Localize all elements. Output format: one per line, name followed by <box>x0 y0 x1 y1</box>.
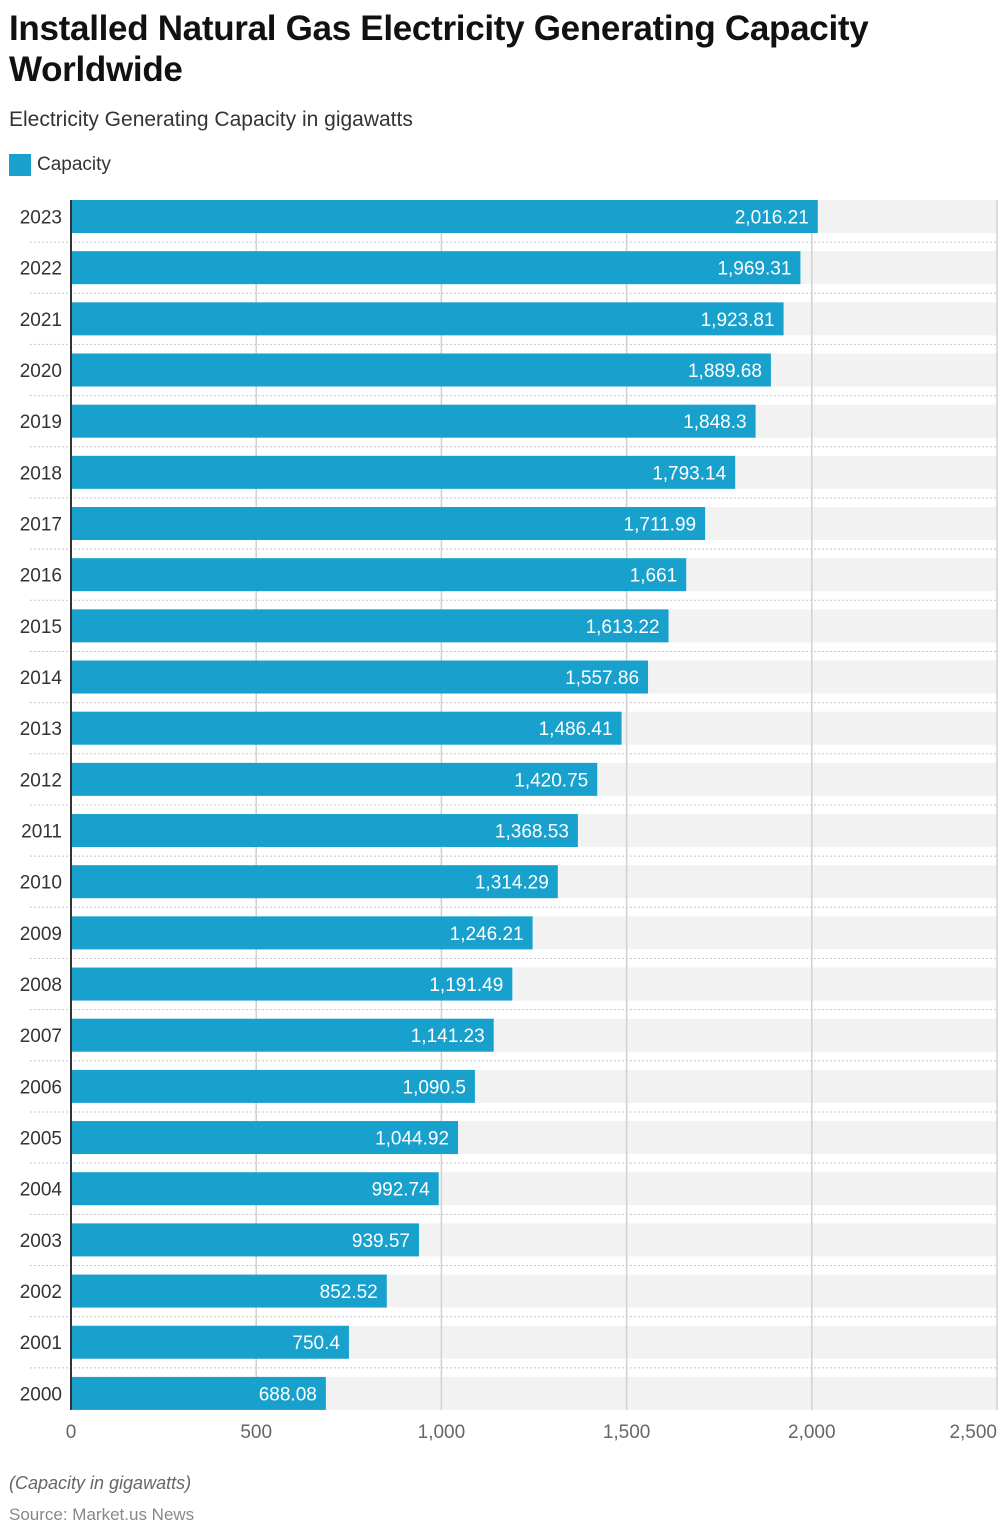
bar <box>71 1018 494 1052</box>
bar <box>71 200 818 233</box>
bar <box>71 404 756 438</box>
data-label: 1,246.21 <box>450 924 524 945</box>
x-tick-label: 1,500 <box>603 1422 651 1443</box>
chart-subtitle: Electricity Generating Capacity in gigaw… <box>9 108 413 131</box>
data-label: 1,661 <box>630 566 678 587</box>
x-tick-label: 2,500 <box>949 1422 997 1443</box>
data-label: 1,793.14 <box>652 463 726 484</box>
bar <box>71 1274 387 1308</box>
y-tick-label: 2020 <box>20 361 62 382</box>
data-label: 1,141.23 <box>411 1026 485 1047</box>
data-label: 1,848.3 <box>683 412 746 433</box>
bar <box>71 1069 475 1103</box>
bar <box>71 1325 349 1359</box>
bar <box>71 865 558 899</box>
data-label: 852.52 <box>320 1282 378 1303</box>
data-label: 1,613.22 <box>586 617 660 638</box>
y-tick-label: 2014 <box>20 668 63 689</box>
bar <box>71 455 736 489</box>
bar <box>71 660 649 694</box>
bar <box>71 251 801 285</box>
data-label: 688.08 <box>259 1384 317 1405</box>
data-label: 750.4 <box>292 1333 340 1354</box>
y-tick-label: 2006 <box>20 1077 62 1098</box>
chart-title: Installed Natural Gas Electricity Genera… <box>9 9 869 89</box>
y-tick-label: 2017 <box>20 515 62 536</box>
data-label: 1,969.31 <box>717 259 791 280</box>
y-tick-label: 2003 <box>20 1231 62 1252</box>
bar <box>71 507 706 541</box>
bar <box>71 916 533 950</box>
y-tick-label: 2011 <box>21 822 62 843</box>
y-tick-label: 2015 <box>20 617 62 638</box>
data-label: 1,557.86 <box>565 668 639 689</box>
y-tick-label: 2009 <box>20 924 62 945</box>
bar <box>71 711 622 745</box>
data-label: 992.74 <box>372 1180 431 1201</box>
x-tick-label: 0 <box>66 1422 77 1443</box>
bar <box>71 1376 326 1410</box>
data-label: 1,191.49 <box>429 975 503 996</box>
y-tick-label: 2001 <box>20 1333 62 1354</box>
y-tick-label: 2000 <box>20 1384 62 1405</box>
bar <box>71 609 669 643</box>
bar <box>71 353 771 387</box>
legend: Capacity <box>9 154 111 176</box>
y-tick-label: 2013 <box>20 719 62 740</box>
bar <box>71 762 598 796</box>
data-label: 1,486.41 <box>539 719 613 740</box>
data-label: 1,368.53 <box>495 822 569 843</box>
bar <box>71 302 784 336</box>
legend-label: Capacity <box>37 154 111 175</box>
bar <box>71 1223 420 1257</box>
bar <box>71 814 578 848</box>
y-tick-label: 2019 <box>20 412 62 433</box>
chart-note: (Capacity in gigawatts) <box>9 1473 192 1493</box>
bar <box>71 1172 439 1206</box>
bar <box>71 967 513 1001</box>
y-tick-label: 2021 <box>20 310 62 331</box>
y-tick-label: 2022 <box>20 259 62 280</box>
y-tick-label: 2005 <box>20 1129 62 1150</box>
data-label: 939.57 <box>352 1231 410 1252</box>
data-label: 1,420.75 <box>514 770 588 791</box>
y-tick-label: 2004 <box>20 1180 63 1201</box>
y-tick-label: 2023 <box>20 208 62 229</box>
y-tick-label: 2008 <box>20 975 62 996</box>
y-tick-label: 2018 <box>20 463 62 484</box>
y-tick-label: 2010 <box>20 873 62 894</box>
data-label: 1,889.68 <box>688 361 762 382</box>
data-label: 1,314.29 <box>475 873 549 894</box>
x-tick-label: 500 <box>240 1422 272 1443</box>
y-tick-label: 2007 <box>20 1026 62 1047</box>
x-tick-label: 1,000 <box>418 1422 466 1443</box>
data-label: 1,090.5 <box>403 1077 466 1098</box>
chart-source: Source: Market.us News <box>9 1505 195 1524</box>
x-tick-label: 2,000 <box>788 1422 836 1443</box>
data-label: 1,044.92 <box>375 1129 449 1150</box>
data-label: 2,016.21 <box>735 208 809 229</box>
legend-swatch <box>9 154 31 176</box>
bar <box>71 558 687 592</box>
y-tick-label: 2002 <box>20 1282 62 1303</box>
data-label: 1,923.81 <box>701 310 775 331</box>
y-tick-label: 2016 <box>20 566 62 587</box>
data-label: 1,711.99 <box>624 515 697 536</box>
y-tick-label: 2012 <box>20 770 62 791</box>
bar <box>71 1121 459 1155</box>
